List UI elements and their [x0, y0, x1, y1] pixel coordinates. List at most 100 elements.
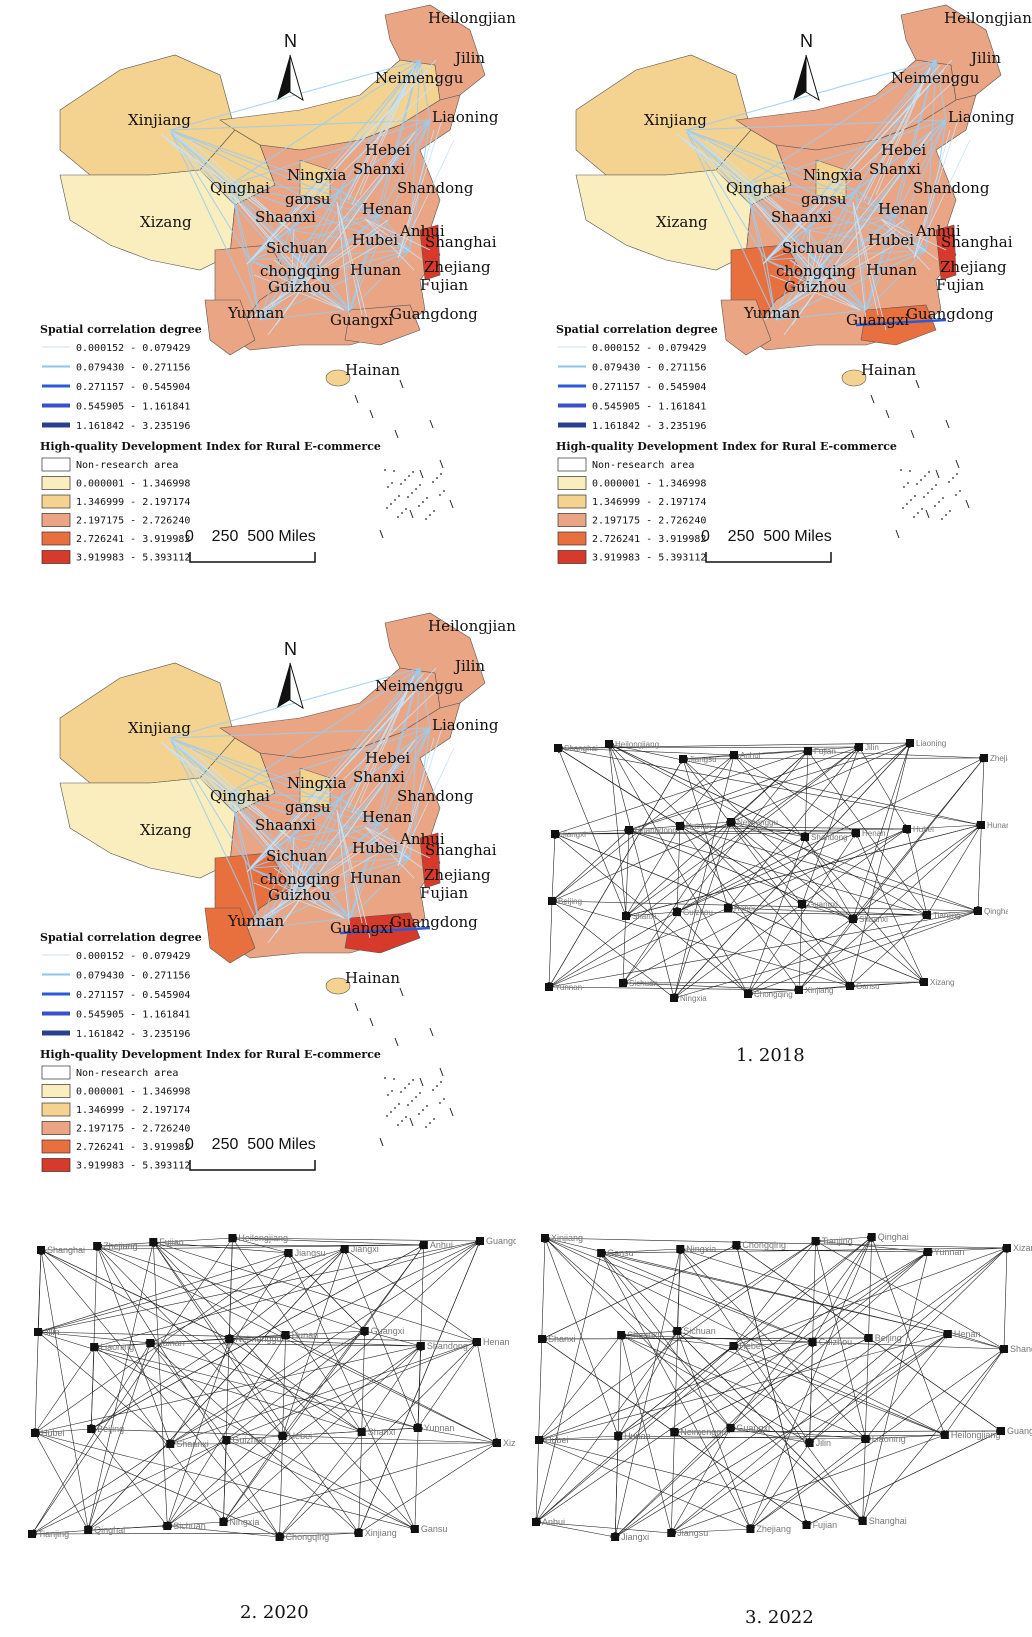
province-label: Heilongjiang	[428, 617, 516, 635]
network-edge	[614, 1341, 813, 1538]
network-node-label: Shanghai	[869, 1516, 907, 1526]
correlation-line	[169, 129, 411, 251]
network-edge	[804, 742, 911, 838]
island-dot	[418, 1113, 420, 1115]
network-node	[360, 1327, 369, 1335]
network-node	[31, 1429, 39, 1437]
correlation-line	[865, 249, 927, 311]
correlation-line	[397, 737, 435, 867]
correlation-line	[409, 727, 431, 859]
correlation-line	[775, 119, 947, 321]
island-dot	[408, 475, 410, 477]
network-edge	[554, 833, 925, 983]
network-edge	[671, 1528, 751, 1535]
legend-title-index: High-quality Development Index for Rural…	[40, 440, 381, 453]
island-dot	[909, 470, 911, 472]
network-node-label: Sichuan	[629, 979, 658, 988]
network-node	[538, 1335, 546, 1343]
network-edge	[554, 833, 749, 995]
network-edge	[226, 1330, 365, 1441]
network-panel-2022: Xinjiang Gansu Ningxia Chongqing Tianjing Qin…	[532, 1232, 1032, 1542]
network-node	[727, 818, 735, 826]
network-edge	[535, 1252, 602, 1523]
network-edge	[90, 1245, 99, 1430]
legend-title-index: High-quality Development Index for Rural…	[40, 1048, 381, 1061]
network-node	[225, 1335, 234, 1343]
province-label: Fujian	[420, 884, 468, 902]
network-edge	[676, 836, 806, 913]
correlation-line	[247, 827, 389, 929]
correlation-line	[349, 857, 411, 919]
island-dot	[394, 1107, 396, 1109]
network-node-label: Zhejiang	[103, 1241, 138, 1251]
correlation-line	[169, 737, 411, 859]
network-edge	[223, 1345, 422, 1523]
correlation-line	[875, 67, 931, 196]
correlation-line	[246, 74, 445, 265]
network-edge	[282, 1244, 425, 1437]
correlation-line	[783, 131, 932, 336]
network-node-label: Liaoning	[872, 1434, 906, 1444]
province-label: Hainan	[861, 361, 916, 379]
network-edge	[91, 1427, 498, 1444]
network-edge	[223, 1442, 498, 1523]
island-dot	[913, 516, 915, 518]
province-label: Ningxia	[803, 166, 862, 184]
province-label: Guizhou	[268, 886, 331, 904]
correlation-line	[259, 249, 411, 321]
network-edge	[282, 1248, 345, 1437]
network-edge	[535, 1330, 678, 1523]
correlation-line	[229, 192, 317, 296]
network-node	[855, 743, 863, 751]
legend-item-correlation: 0.000152 - 0.079429	[76, 343, 190, 354]
network-edge	[676, 832, 857, 913]
island-dot	[948, 481, 950, 483]
island-dash	[935, 469, 940, 479]
island-dot	[425, 518, 427, 520]
province-label: Shaanxi	[771, 208, 832, 226]
legend-item-index: 1.346999 - 2.197174	[76, 497, 190, 508]
network-node	[93, 1242, 102, 1250]
island-dot	[945, 514, 947, 516]
network-node	[676, 1245, 685, 1253]
network-node	[37, 1246, 45, 1254]
correlation-line	[762, 64, 941, 265]
province-label: Xinjiang	[644, 111, 707, 129]
network-edge	[852, 742, 911, 920]
network-edge	[733, 754, 857, 834]
network-node	[864, 1334, 873, 1342]
correlation-line	[359, 675, 415, 804]
network-edge	[747, 832, 857, 995]
province-label: Neimenggu	[375, 69, 464, 87]
network-node	[614, 1432, 623, 1440]
network-node	[795, 986, 803, 994]
network-node	[90, 1343, 99, 1351]
island-dot	[439, 1102, 441, 1104]
island-dot	[398, 1103, 400, 1105]
network-node	[923, 1248, 932, 1256]
network-edge	[733, 754, 925, 983]
island-dot	[422, 501, 424, 503]
network-node-label: Jiangxi	[621, 1532, 649, 1542]
network-edge	[622, 980, 925, 984]
legend-item-correlation: 1.161842 - 3.235196	[76, 1029, 190, 1040]
island-dot	[411, 1100, 413, 1102]
scale-bar: 0 250 500 Miles	[701, 528, 832, 563]
island-dash	[429, 419, 434, 429]
legend-item-correlation: 0.271157 - 0.545904	[76, 382, 190, 393]
network-node	[611, 1533, 620, 1541]
network-node	[340, 1245, 349, 1253]
province-label: gansu	[801, 190, 847, 208]
province-label: Yunnan	[227, 912, 285, 930]
province-label: Liaoning	[948, 108, 1015, 126]
scale-bar-label: 0 250 500 Miles	[701, 528, 832, 545]
correlation-line	[169, 737, 341, 799]
legend-item-index: Non-research area	[76, 1068, 178, 1079]
network-edge	[747, 824, 982, 995]
correlation-line	[339, 675, 415, 819]
province-label: Qinghai	[726, 179, 786, 197]
legend-fill-swatch	[41, 476, 71, 490]
network-edge	[676, 757, 985, 913]
correlation-line	[267, 131, 416, 336]
island-dash	[429, 1027, 434, 1037]
